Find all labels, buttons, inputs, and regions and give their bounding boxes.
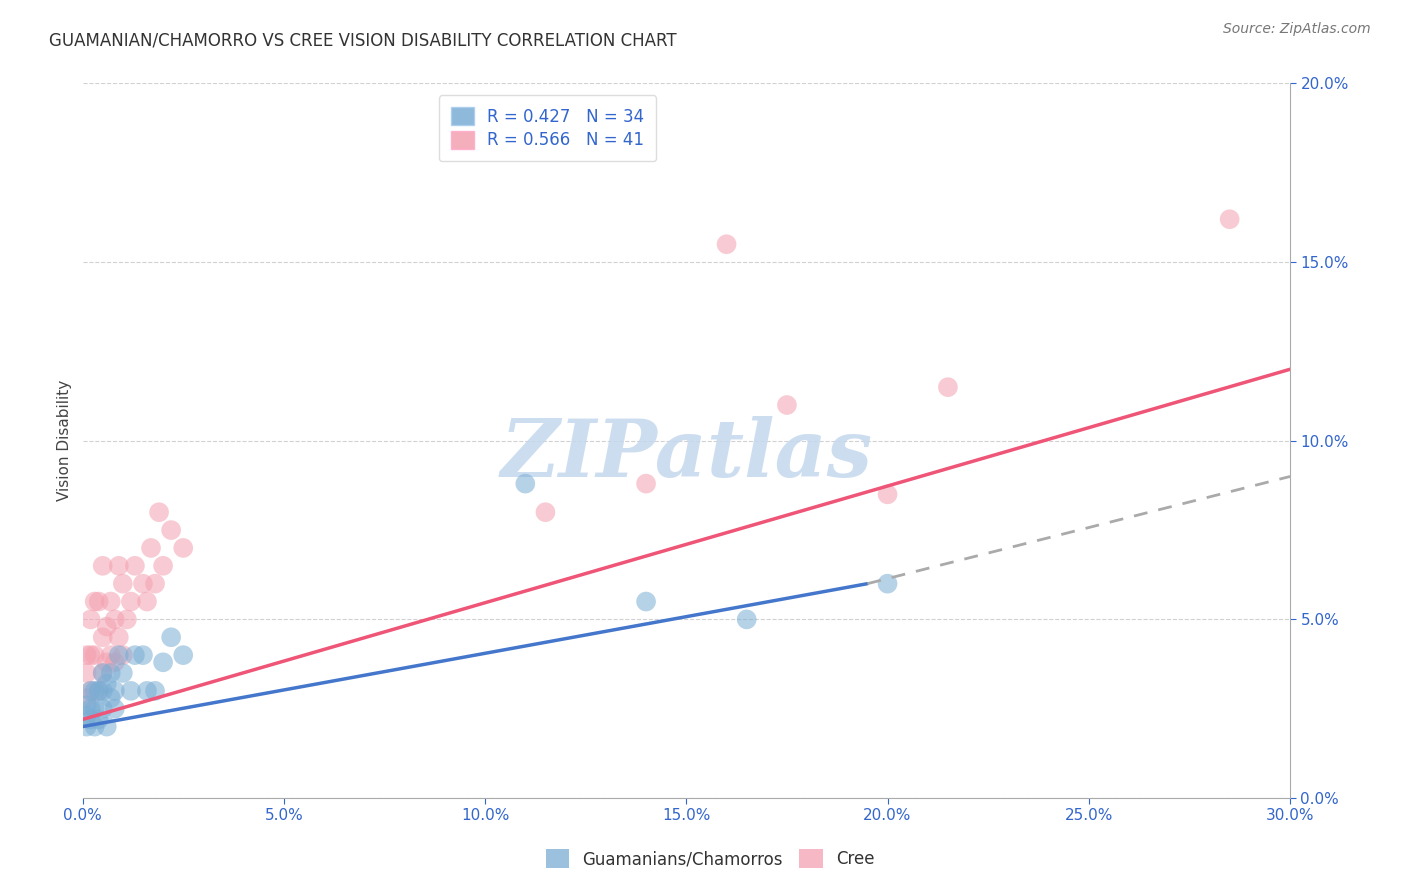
Point [76, 720, 98, 734]
Point [76, 665, 98, 680]
Point [515, 476, 537, 491]
Point [79, 684, 101, 698]
Point [936, 380, 959, 394]
Point [132, 648, 155, 662]
Point [111, 665, 134, 680]
Point [83, 702, 105, 716]
Point [87, 684, 110, 698]
Point [100, 648, 122, 662]
Point [96, 619, 118, 633]
Point [172, 648, 194, 662]
Point [876, 576, 898, 591]
Text: GUAMANIAN/CHAMORRO VS CREE VISION DISABILITY CORRELATION CHART: GUAMANIAN/CHAMORRO VS CREE VISION DISABI… [49, 31, 676, 49]
Point [108, 558, 131, 573]
Point [87, 713, 110, 727]
Point [636, 594, 658, 608]
Point [111, 648, 134, 662]
Point [776, 398, 799, 412]
Point [1219, 212, 1241, 227]
Point [143, 684, 166, 698]
Point [91, 665, 114, 680]
Point [79, 612, 101, 626]
Point [79, 702, 101, 716]
Point [96, 677, 118, 691]
Point [124, 558, 146, 573]
Point [100, 665, 122, 680]
Point [76, 648, 98, 662]
Point [111, 576, 134, 591]
Point [91, 702, 114, 716]
Y-axis label: Vision Disability: Vision Disability [58, 380, 72, 501]
Point [120, 684, 142, 698]
Point [91, 558, 114, 573]
Point [108, 630, 131, 644]
Point [132, 576, 155, 591]
Point [100, 691, 122, 706]
Point [87, 594, 110, 608]
Point [120, 594, 142, 608]
Point [152, 655, 174, 669]
Point [83, 720, 105, 734]
Point [79, 684, 101, 698]
Point [96, 655, 118, 669]
Point [108, 648, 131, 662]
Point [87, 684, 110, 698]
Legend: R = 0.427   N = 34, R = 0.566   N = 41: R = 0.427 N = 34, R = 0.566 N = 41 [439, 95, 657, 161]
Point [79, 713, 101, 727]
Point [534, 505, 557, 519]
Point [139, 541, 162, 555]
Text: ZIPatlas: ZIPatlas [501, 417, 872, 494]
Point [136, 684, 159, 698]
Point [152, 558, 174, 573]
Point [876, 487, 898, 501]
Point [91, 665, 114, 680]
Point [83, 594, 105, 608]
Point [735, 612, 758, 626]
Point [160, 523, 183, 537]
Point [91, 630, 114, 644]
Point [172, 541, 194, 555]
Point [104, 655, 127, 669]
Point [104, 684, 127, 698]
Point [143, 576, 166, 591]
Point [100, 594, 122, 608]
Point [716, 237, 738, 252]
Legend: Guamanians/Chamorros, Cree: Guamanians/Chamorros, Cree [538, 843, 882, 875]
Point [83, 684, 105, 698]
Point [160, 630, 183, 644]
Point [91, 684, 114, 698]
Point [104, 702, 127, 716]
Text: Source: ZipAtlas.com: Source: ZipAtlas.com [1223, 22, 1371, 37]
Point [104, 612, 127, 626]
Point [76, 691, 98, 706]
Point [148, 505, 170, 519]
Point [76, 709, 98, 723]
Point [636, 476, 658, 491]
Point [79, 648, 101, 662]
Point [115, 612, 138, 626]
Point [83, 648, 105, 662]
Point [76, 698, 98, 713]
Point [124, 648, 146, 662]
Point [96, 720, 118, 734]
Point [136, 594, 159, 608]
